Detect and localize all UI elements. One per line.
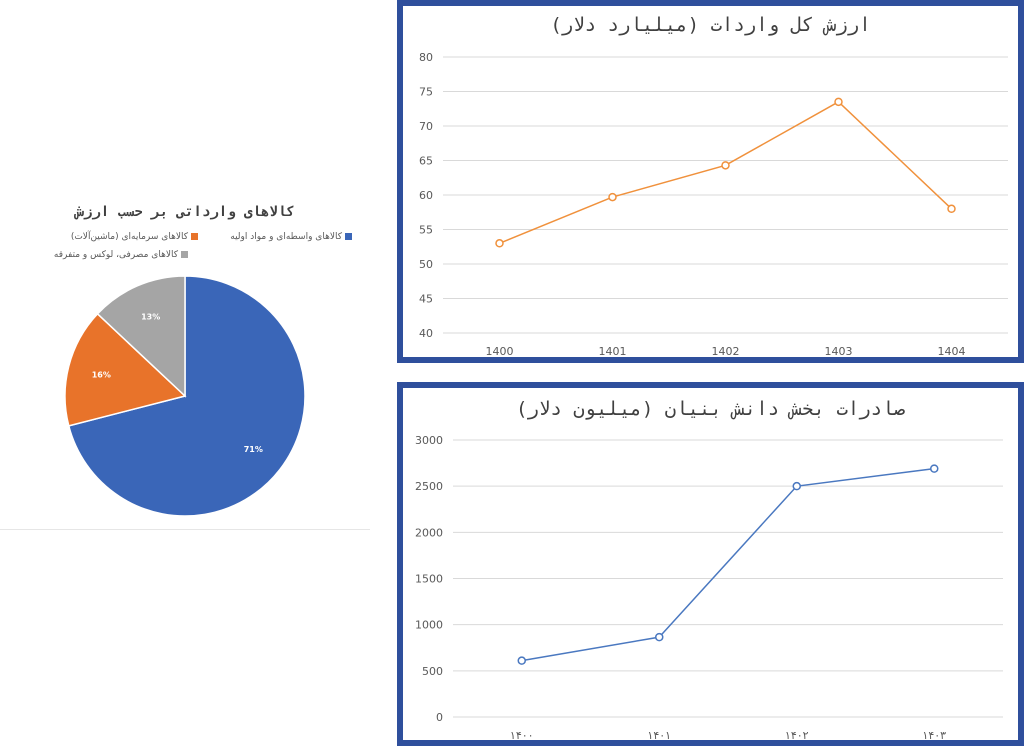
y-tick-label: 1500: [415, 573, 443, 586]
export-line-chart-svg: 0 500 1000 1500 2000 2500 3000 ۱۴۰۰ ۱۴۰۱ ۱۴۰۲ ۱۴۰۳: [415, 434, 1003, 740]
export-chart-title: صادرات بخش دانش بنیان (میلیون دلار): [516, 398, 905, 420]
y-tick-label: 70: [419, 120, 433, 133]
y-tick-label: 45: [419, 293, 433, 306]
divider: [0, 529, 370, 530]
legend-item-consumer: کالاهای مصرفی، لوکس و متفرقه: [54, 250, 188, 260]
y-tick-label: 2500: [415, 480, 443, 493]
x-tick-label: ۱۴۰۰: [510, 729, 534, 740]
data-point: [721, 161, 730, 170]
pie-chart-svg: 71% 16% 13%: [64, 275, 306, 517]
data-point: [495, 239, 504, 248]
x-tick-label: ۱۴۰۱: [647, 729, 671, 740]
data-point: [947, 204, 956, 214]
data-point: [608, 192, 617, 202]
x-tick-label: 1403: [825, 345, 853, 357]
legend-label: کالاهای سرمایه‌ای (ماشین‌آلات): [70, 232, 188, 242]
x-tick-label: 1401: [599, 345, 627, 357]
pie-chart-title: کالاهای وارداتی بر حسب ارزش: [75, 204, 295, 220]
y-tick-label: 80: [419, 51, 433, 64]
legend-swatch: [181, 251, 188, 258]
y-tick-label: 50: [419, 258, 433, 271]
y-tick-label: 500: [422, 665, 443, 678]
x-tick-label: ۱۴۰۲: [785, 729, 809, 740]
legend-item-intermediate: کالاهای واسطه‌ای و مواد اولیه: [230, 232, 352, 242]
x-tick-label: ۱۴۰۳: [922, 729, 946, 740]
series-line: [521, 467, 935, 662]
y-tick-label: 40: [419, 327, 433, 340]
data-point: [792, 481, 801, 491]
import-line-chart-svg: 40 45 50 55 60 65 70 75 80 1400 1401 1402 1403 1404: [419, 51, 1008, 357]
legend-label: کالاهای واسطه‌ای و مواد اولیه: [230, 232, 342, 242]
x-tick-label: 1404: [938, 345, 966, 357]
pie-chart-panel: کالاهای وارداتی بر حسب ارزش کالاهای واسط…: [0, 190, 370, 530]
pie-data-label: 71%: [244, 445, 263, 454]
data-point: [930, 464, 939, 473]
y-tick-label: 75: [419, 86, 433, 99]
export-value-chart-panel: صادرات بخش دانش بنیان (میلیون دلار) 0 500…: [397, 382, 1024, 746]
pie-data-label: 13%: [141, 313, 160, 322]
y-tick-label: 3000: [415, 434, 443, 447]
pie-data-label: 16%: [92, 371, 111, 380]
legend-swatch: [345, 233, 352, 240]
data-point: [834, 97, 843, 107]
data-point: [517, 656, 526, 665]
y-tick-label: 1000: [415, 619, 443, 632]
y-tick-label: 55: [419, 224, 433, 237]
y-tick-label: 0: [436, 711, 443, 724]
pie-slice: [67, 275, 306, 517]
y-tick-label: 60: [419, 189, 433, 202]
legend-swatch: [191, 233, 198, 240]
pie-slice: [96, 275, 186, 398]
legend-item-capital: کالاهای سرمایه‌ای (ماشین‌آلات): [71, 232, 198, 242]
import-value-chart-panel: ارزش کل واردات (میلیارد دلار) 40 45 50 55 60…: [397, 0, 1024, 363]
y-tick-label: 2000: [415, 526, 443, 539]
y-tick-label: 65: [419, 155, 433, 168]
x-tick-label: 1400: [486, 345, 514, 357]
series-line: [499, 100, 953, 244]
legend-label: کالاهای مصرفی، لوکس و متفرقه: [53, 250, 178, 260]
data-point: [655, 632, 664, 642]
import-chart-title: ارزش کل واردات (میلیارد دلار): [550, 14, 871, 36]
pie-slice: [64, 312, 187, 427]
x-tick-label: 1402: [712, 345, 740, 357]
